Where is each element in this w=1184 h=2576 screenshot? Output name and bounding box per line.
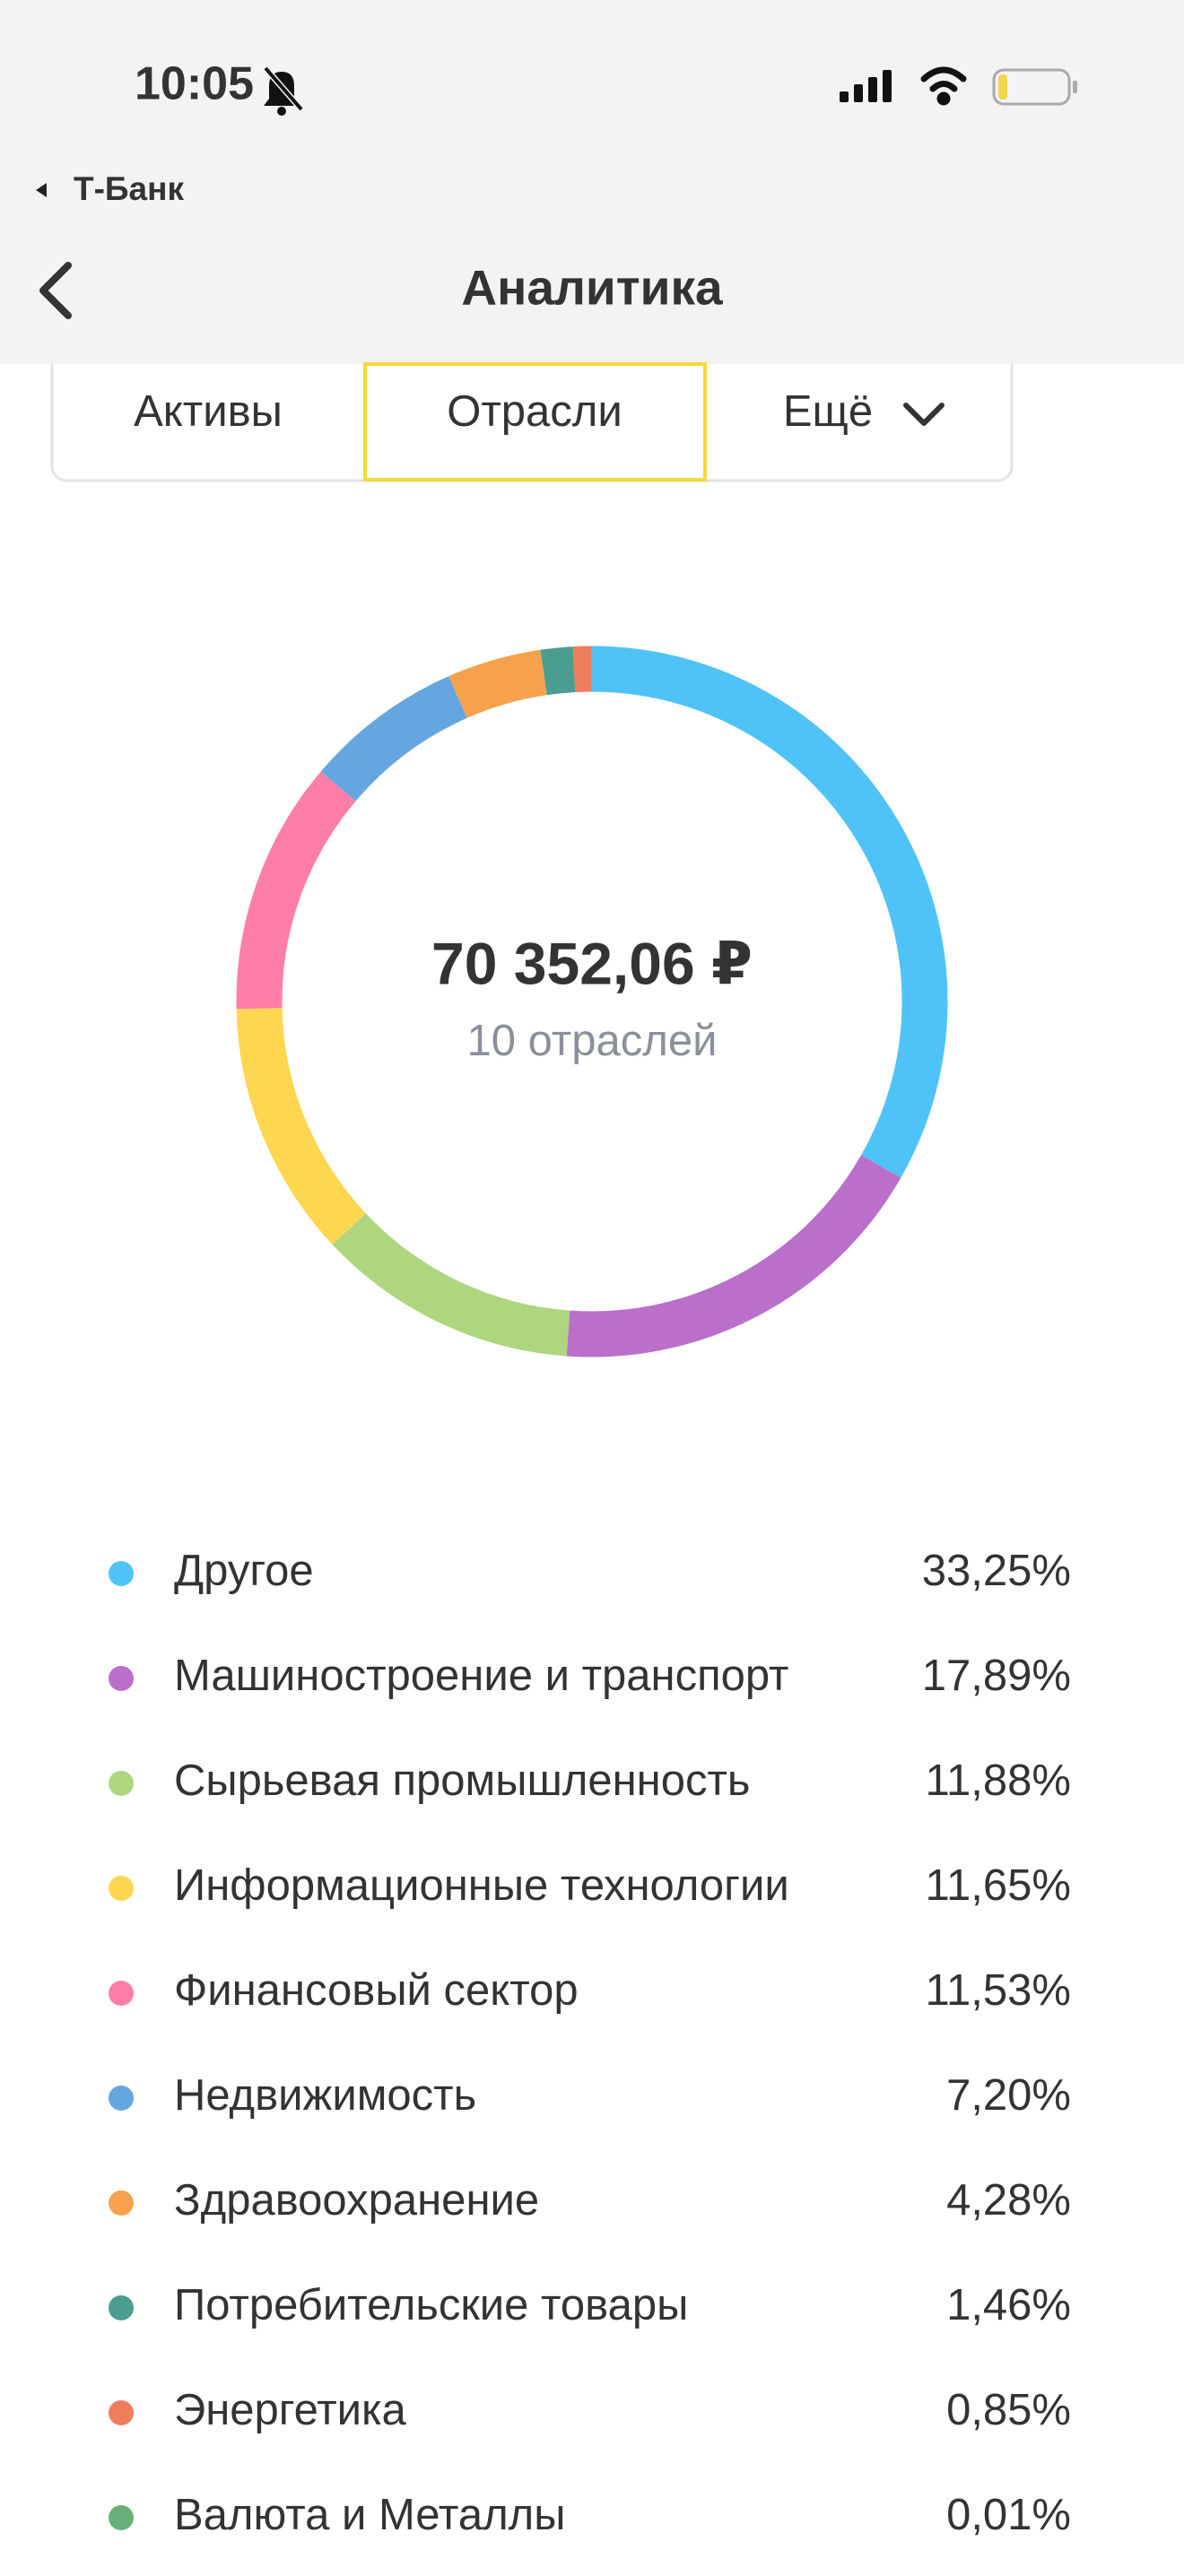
legend-value: 7,20% [946, 2071, 1071, 2120]
legend-value: 11,53% [925, 1966, 1071, 2015]
donut-segment [544, 670, 574, 672]
legend-dot [109, 1771, 134, 1796]
header-edge [0, 341, 1184, 364]
legend-dot [109, 2400, 134, 2425]
legend-value: 1,46% [946, 2281, 1071, 2329]
legend-label: Другое [174, 1547, 314, 1595]
legend-label: Здравоохранение [174, 2176, 539, 2225]
nav-title: Аналитика [461, 260, 723, 316]
back-app-label[interactable]: Т-Банк [74, 170, 184, 207]
legend-dot [109, 2295, 134, 2320]
legend-dot [109, 1876, 134, 1901]
donut-segment [349, 1229, 568, 1333]
legend-value: 33,25% [922, 1547, 1071, 1595]
legend-dot [109, 1981, 134, 2006]
legend-dot [109, 1666, 134, 1691]
donut-segment [592, 669, 925, 1167]
legend-label: Потребительские товары [174, 2281, 688, 2329]
status-time: 10:05 [135, 58, 254, 110]
sector-count: 10 отраслей [467, 1017, 718, 1065]
legend-label: Валюта и Металлы [174, 2491, 565, 2539]
legend-value: 11,65% [925, 1861, 1071, 1910]
donut-segment [574, 669, 592, 670]
donut-segment [568, 1167, 881, 1334]
legend-value: 4,28% [946, 2176, 1071, 2225]
legend-value: 0,01% [946, 2491, 1071, 2539]
legend-label: Информационные технологии [174, 1861, 789, 1910]
legend-value: 17,89% [922, 1652, 1071, 1700]
legend-label: Энергетика [174, 2386, 407, 2434]
legend-value: 11,88% [925, 1756, 1071, 1805]
donut-segment [458, 672, 544, 698]
tab[interactable]: Ещё [783, 387, 873, 436]
total-value: 70 352,06 ₽ [431, 930, 753, 996]
legend-label: Недвижимость [174, 2071, 476, 2120]
tab[interactable]: Отрасли [447, 387, 622, 436]
legend-dot [109, 2190, 134, 2216]
legend-dot [109, 1561, 134, 1586]
donut-segment [259, 1009, 349, 1229]
legend-dot [109, 2086, 134, 2111]
donut-segment [338, 697, 457, 785]
legend-label: Финансовый сектор [174, 1966, 579, 2015]
legend-dot [109, 2505, 134, 2530]
legend-value: 0,85% [946, 2386, 1071, 2434]
donut-segment [259, 786, 338, 1009]
legend-label: Сырьевая промышленность [174, 1756, 750, 1805]
legend-label: Машиностроение и транспорт [174, 1652, 789, 1700]
tab[interactable]: Активы [134, 387, 283, 436]
